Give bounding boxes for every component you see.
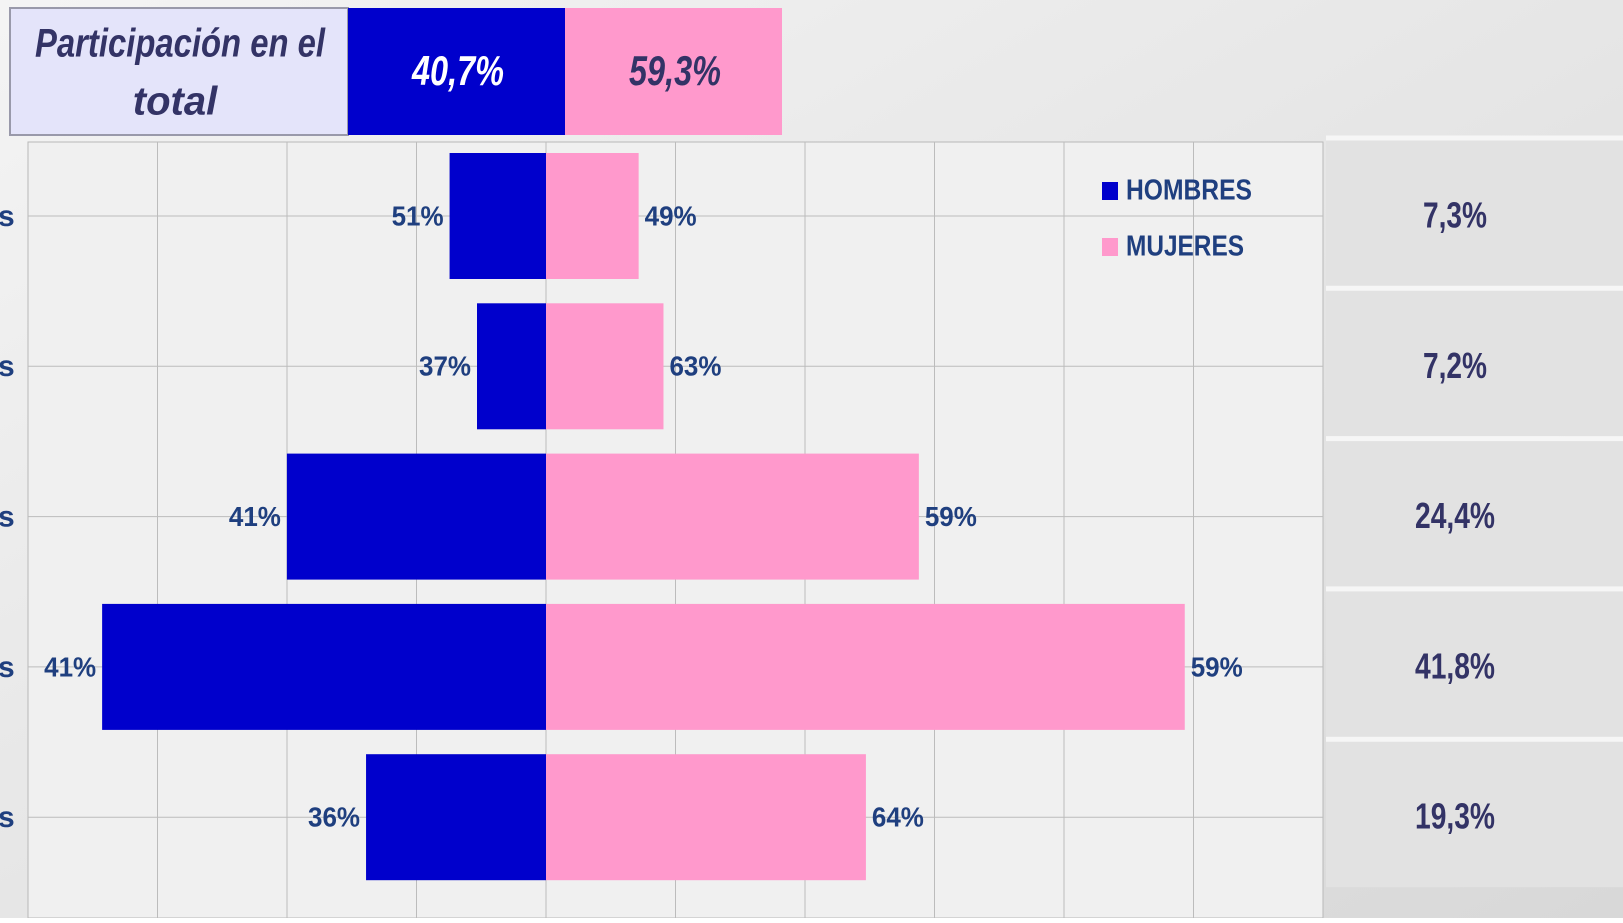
header-share-cell (348, 8, 565, 135)
legend-swatch (1102, 238, 1118, 256)
share-cell (1326, 138, 1623, 286)
data-label: 64% (872, 802, 924, 833)
bar (546, 603, 1185, 730)
share-cell (1326, 288, 1623, 437)
share-cell (1326, 438, 1623, 587)
data-label: 49% (645, 200, 697, 231)
y-tick-label: s (0, 801, 15, 834)
bar (366, 754, 546, 881)
bar (546, 303, 664, 430)
share-label: 41,8% (1415, 645, 1495, 686)
y-tick-label: s (0, 501, 15, 534)
legend-label: HOMBRES (1126, 175, 1252, 207)
header-share-label: 59,3% (629, 47, 721, 94)
bar (286, 453, 546, 580)
data-label: 41% (229, 501, 281, 532)
bar (102, 603, 547, 730)
data-label: 59% (925, 501, 977, 532)
header-share-cell (565, 8, 782, 135)
data-label: 59% (1191, 651, 1243, 682)
share-cell (1326, 739, 1623, 888)
bar (546, 453, 919, 580)
data-label: 36% (308, 802, 360, 833)
share-label: 7,3% (1423, 195, 1487, 236)
data-label: 41% (44, 651, 96, 682)
share-label: 19,3% (1415, 796, 1495, 837)
bar (546, 153, 639, 279)
y-tick-label: s (0, 200, 15, 233)
share-label: 24,4% (1415, 495, 1495, 536)
legend-label: MUJERES (1126, 231, 1244, 263)
header-title-cell (9, 7, 349, 136)
share-label: 7,2% (1423, 345, 1487, 386)
bar (449, 153, 546, 279)
bar (477, 303, 546, 430)
share-cell (1326, 588, 1623, 737)
header-title-line: total (133, 80, 218, 124)
y-tick-label: s (0, 651, 15, 684)
legend-swatch (1102, 182, 1118, 200)
header-title-line: Participación en el (35, 22, 326, 66)
bar (546, 754, 866, 881)
y-tick-label: s (0, 350, 15, 383)
data-label: 37% (419, 351, 471, 382)
header-share-label: 40,7% (411, 47, 504, 94)
data-label: 63% (669, 351, 721, 382)
data-label: 51% (392, 200, 444, 231)
